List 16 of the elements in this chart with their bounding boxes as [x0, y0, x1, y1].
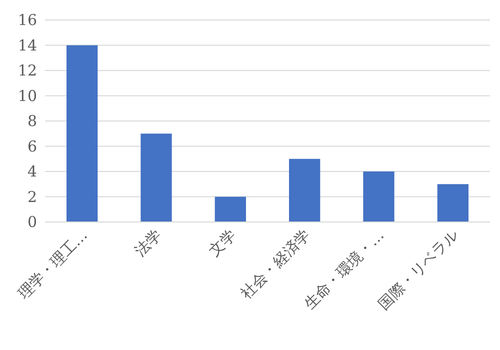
bar — [363, 172, 394, 222]
y-tick-label: 6 — [27, 137, 37, 156]
bar — [437, 184, 468, 222]
y-tick-label: 4 — [27, 162, 37, 180]
y-tick-label: 12 — [18, 62, 37, 80]
x-tick-label: 法学 — [131, 226, 166, 260]
bar — [214, 196, 246, 222]
y-tick-label: 14 — [18, 36, 37, 54]
bar — [140, 134, 172, 222]
y-tick-label: 2 — [27, 188, 37, 206]
y-tick-label: 8 — [27, 112, 37, 130]
y-tick-label: 16 — [18, 11, 37, 29]
y-tick-label: 10 — [18, 86, 37, 105]
bar — [66, 45, 98, 222]
bar — [289, 158, 320, 222]
x-tick-label: 文学 — [205, 226, 240, 260]
